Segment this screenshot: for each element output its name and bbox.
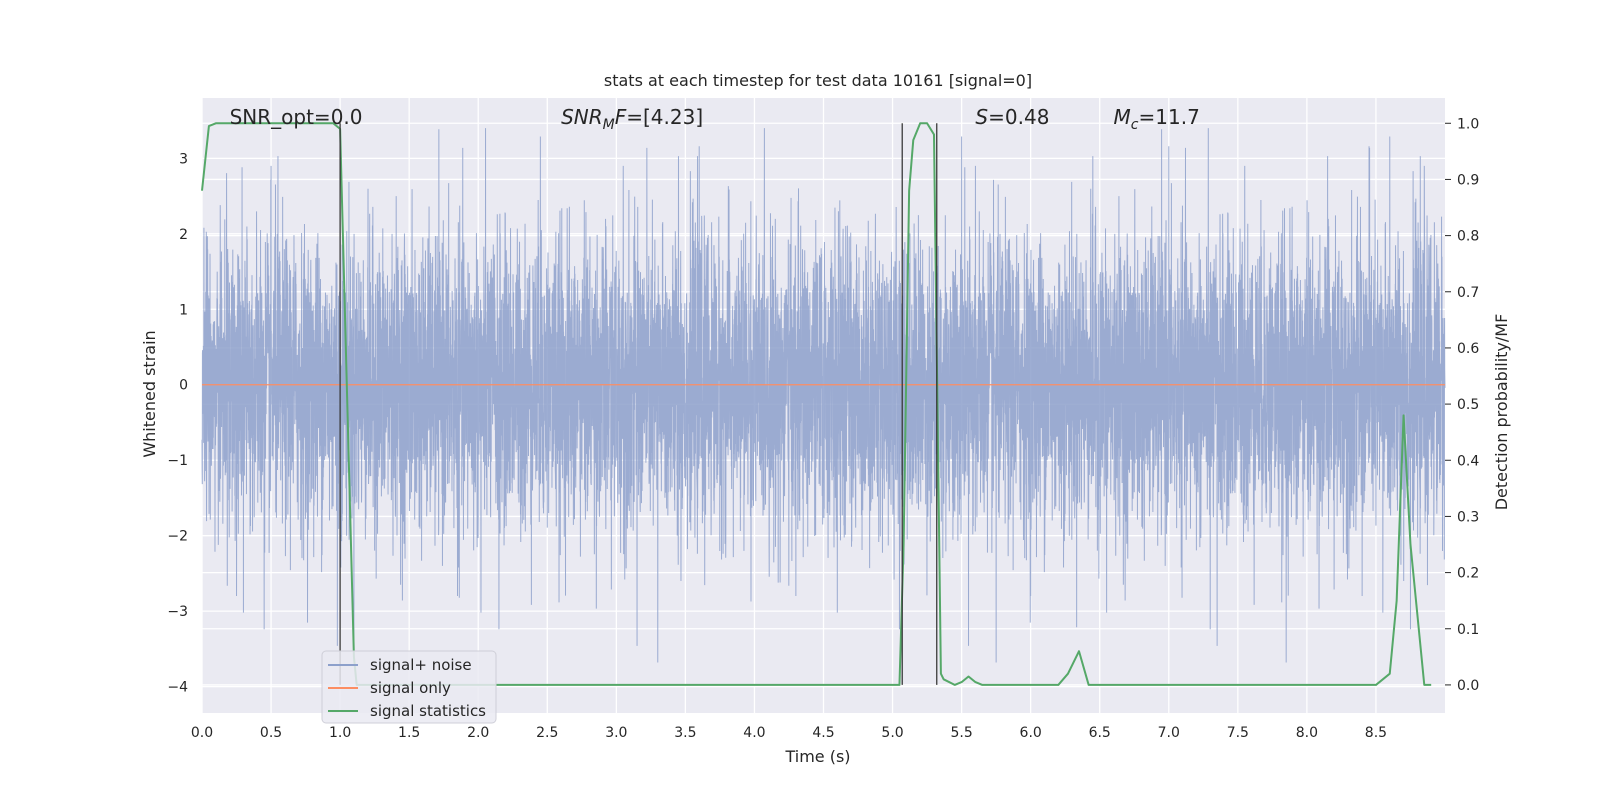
y-tick-label: −1 (167, 453, 188, 469)
x-tick-label: 3.0 (605, 725, 627, 741)
y-tick-label-right: 0.9 (1457, 172, 1479, 188)
x-tick-label: 7.5 (1227, 725, 1249, 741)
y-tick-label: −3 (167, 604, 188, 620)
x-tick-label: 4.5 (812, 725, 834, 741)
legend: signal+ noise signal only signal statistic… (321, 650, 497, 724)
y-tick-label-right: 0.7 (1457, 285, 1479, 301)
series-signal-noise (201, 128, 1446, 663)
y-tick-label-right: 0.6 (1457, 341, 1479, 357)
y-tick-label-right: 0.1 (1457, 622, 1479, 638)
y-tick-label-right: 0.3 (1457, 509, 1479, 525)
x-axis-label: Time (s) (784, 747, 850, 766)
x-tick-label: 1.5 (398, 725, 420, 741)
x-tick-label: 0.5 (260, 725, 282, 741)
y-tick-label-right: 0.0 (1457, 678, 1479, 694)
chart-title: stats at each timestep for test data 101… (604, 71, 1032, 90)
y-tick-label: −4 (167, 680, 188, 696)
x-tick-label: 4.0 (743, 725, 765, 741)
x-tick-label: 8.0 (1296, 725, 1318, 741)
y-tick-label-right: 0.2 (1457, 566, 1479, 582)
x-tick-label: 0.0 (191, 725, 213, 741)
y-tick-label: −2 (167, 529, 188, 545)
y-tick-label: 3 (179, 151, 188, 167)
legend-entry: signal statistics (370, 702, 486, 720)
y-tick-label-right: 0.5 (1457, 397, 1479, 413)
x-tick-label: 1.0 (329, 725, 351, 741)
x-tick-label: 6.0 (1020, 725, 1042, 741)
y-axis-label-right: Detection probability/MF (1492, 314, 1511, 511)
legend-entry: signal only (370, 679, 451, 697)
legend-box (321, 650, 497, 724)
y-axis-label: Whitened strain (140, 330, 159, 457)
noise-trace (201, 128, 1446, 663)
x-tick-label: 2.0 (467, 725, 489, 741)
x-tick-label: 5.5 (950, 725, 972, 741)
y-tick-label: 2 (179, 227, 188, 243)
stat-annotation: SNRMF=[4.23] (561, 105, 703, 133)
x-tick-label: 2.5 (536, 725, 558, 741)
legend-entry: signal+ noise (370, 656, 472, 674)
y-tick-label-right: 1.0 (1457, 116, 1479, 132)
x-tick-label: 3.5 (674, 725, 696, 741)
stat-annotation: Mc=11.7 (1114, 105, 1200, 133)
x-tick-label: 5.0 (881, 725, 903, 741)
y-tick-label: 0 (179, 378, 188, 394)
stat-annotation: SNR_opt=0.0 (230, 105, 363, 129)
y-tick-label-right: 0.8 (1457, 229, 1479, 245)
y-tick-label: 1 (179, 302, 188, 318)
x-tick-label: 7.0 (1158, 725, 1180, 741)
x-tick-label: 8.5 (1365, 725, 1387, 741)
y-tick-label-right: 0.4 (1457, 453, 1479, 469)
stat-annotation: S=0.48 (975, 105, 1049, 129)
x-tick-label: 6.5 (1089, 725, 1111, 741)
